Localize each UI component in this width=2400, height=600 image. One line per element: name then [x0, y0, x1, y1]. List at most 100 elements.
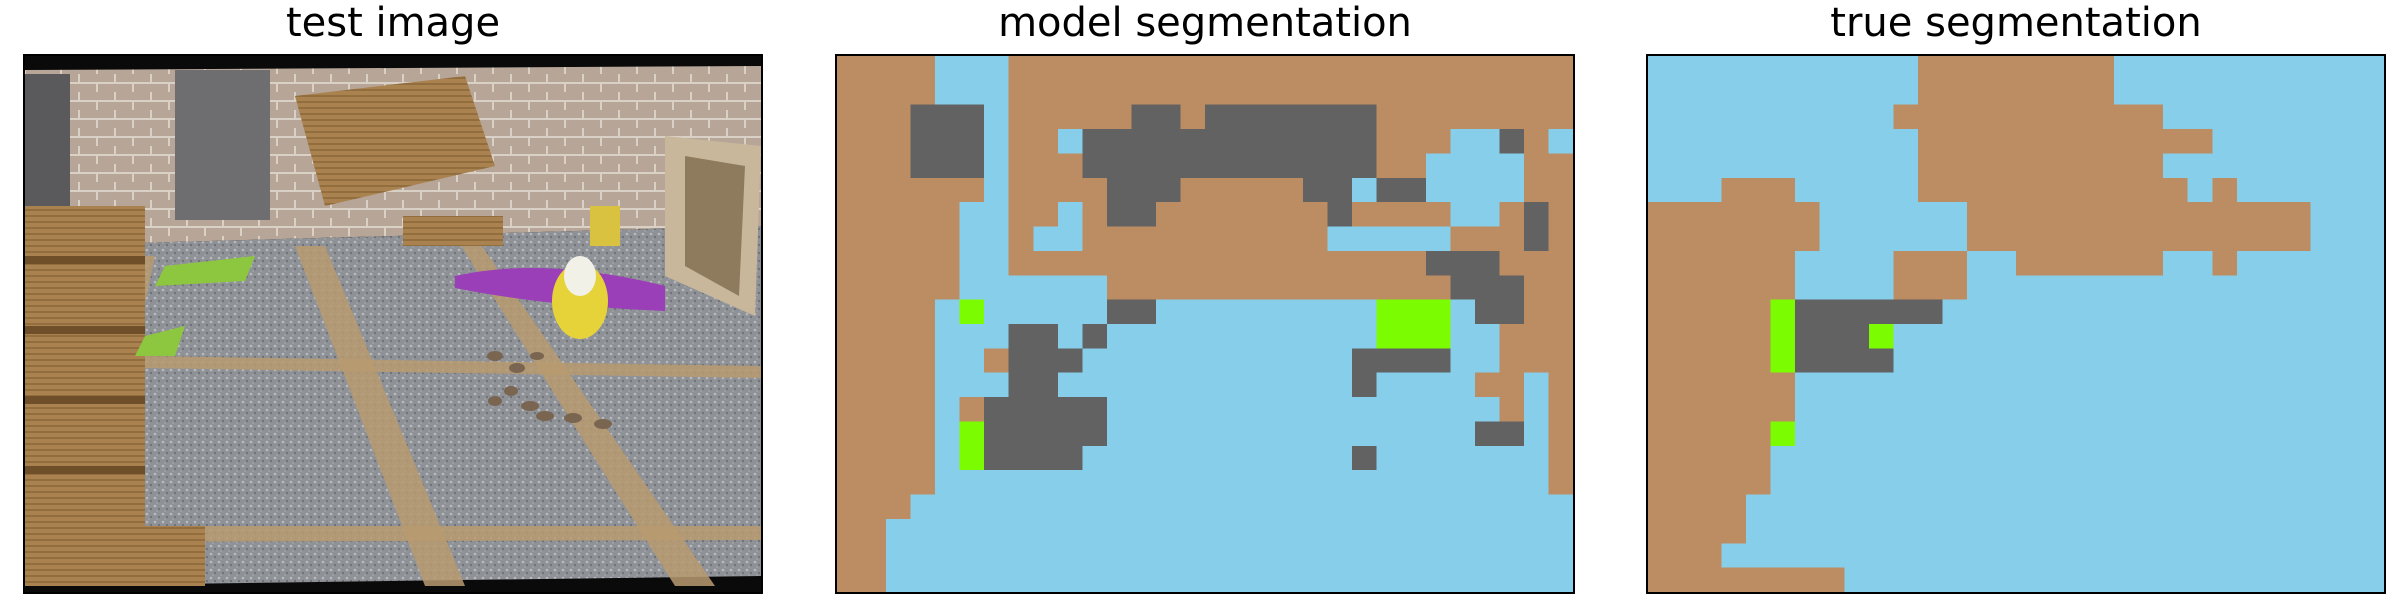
heatmap-cell	[1474, 397, 1500, 423]
heatmap-cell	[1450, 324, 1476, 349]
heatmap-cell	[935, 226, 961, 252]
heatmap-cell	[1057, 348, 1083, 374]
heatmap-cell	[2065, 421, 2091, 447]
heatmap-cell	[1450, 104, 1476, 130]
rocks	[487, 351, 612, 429]
heatmap-cell	[2261, 372, 2287, 398]
heatmap-cell	[1746, 275, 1772, 301]
heatmap-cell	[1893, 153, 1919, 179]
heatmap-cell	[2163, 226, 2189, 252]
heatmap-cell	[1942, 80, 1968, 106]
heatmap-cell	[2310, 470, 2336, 496]
heatmap-cell	[2163, 129, 2189, 155]
heatmap-cell	[2016, 104, 2042, 130]
heatmap-cell	[1721, 567, 1747, 592]
heatmap-cell	[2187, 80, 2213, 106]
heatmap-cell	[1033, 80, 1059, 106]
heatmap-cell	[910, 543, 936, 569]
heatmap-cell	[2163, 470, 2189, 496]
heatmap-cell	[2163, 372, 2189, 398]
heatmap-cell	[1106, 543, 1132, 569]
heatmap-cell	[910, 397, 936, 423]
heatmap-cell	[1844, 421, 1870, 447]
heatmap-cell	[1450, 250, 1476, 276]
heatmap-cell	[1155, 202, 1182, 228]
heatmap-cell	[1942, 543, 1968, 569]
heatmap-cell	[1205, 80, 1231, 106]
heatmap-cell	[861, 250, 887, 276]
heatmap-cell	[861, 324, 887, 349]
heatmap-cell	[2138, 177, 2164, 203]
heatmap-cell	[2359, 299, 2384, 325]
heatmap-cell	[1499, 421, 1525, 447]
heatmap-cell	[1770, 567, 1796, 592]
heatmap-cell	[2236, 226, 2262, 252]
heatmap-cell	[1819, 56, 1845, 81]
heatmap-cell	[1082, 445, 1108, 471]
heatmap-cell	[910, 202, 936, 228]
heatmap-cell	[1942, 275, 1968, 301]
heatmap-cell	[1401, 80, 1427, 106]
heatmap-cell	[1474, 372, 1500, 398]
heatmap-cell	[2285, 250, 2311, 276]
heatmap-cell	[1033, 250, 1059, 276]
heatmap-cell	[1499, 397, 1525, 423]
heatmap-cell	[1795, 543, 1821, 569]
heatmap-cell	[2334, 104, 2361, 130]
heatmap-cell	[1205, 567, 1231, 592]
heatmap-cell	[2310, 421, 2336, 447]
heatmap-cell	[2212, 372, 2238, 398]
heatmap-cell	[2359, 397, 2384, 423]
heatmap-cell	[2261, 56, 2287, 81]
heatmap-cell	[1648, 567, 1674, 592]
heatmap-cell	[2359, 567, 2384, 592]
heatmap-cell	[935, 445, 961, 471]
heatmap-cell	[984, 348, 1010, 374]
heatmap-cell	[886, 348, 912, 374]
heatmap-cell	[2089, 202, 2115, 228]
heatmap-cell	[1746, 421, 1772, 447]
heatmap-cell	[1697, 56, 1723, 81]
heatmap-cell	[1648, 153, 1674, 179]
heatmap-cell	[1523, 445, 1550, 471]
heatmap-cell	[1474, 299, 1500, 325]
heatmap-cell	[984, 299, 1010, 325]
heatmap-cell	[2212, 421, 2238, 447]
model-segmentation-panel	[835, 54, 1575, 594]
heatmap-cell	[1868, 421, 1894, 447]
heatmap-cell	[1648, 56, 1674, 81]
heatmap-cell	[2089, 348, 2115, 374]
heatmap-cell	[1844, 348, 1870, 374]
heatmap-cell	[1131, 348, 1157, 374]
heatmap-cell	[1991, 518, 2017, 544]
heatmap-cell	[2285, 470, 2311, 496]
heatmap-cell	[1033, 324, 1059, 349]
heatmap-cell	[1254, 299, 1280, 325]
heatmap-cell	[2285, 567, 2311, 592]
heatmap-cell	[1893, 372, 1919, 398]
heatmap-cell	[1352, 567, 1378, 592]
heatmap-cell	[1548, 494, 1573, 520]
heatmap-cell	[1697, 445, 1723, 471]
heatmap-cell	[1229, 470, 1255, 496]
heatmap-cell	[1401, 202, 1427, 228]
heatmap-cell	[1770, 153, 1796, 179]
heatmap-cell	[2310, 226, 2336, 252]
heatmap-cell	[1819, 129, 1845, 155]
heatmap-cell	[1672, 324, 1698, 349]
heatmap-cell	[2114, 202, 2140, 228]
heatmap-cell	[1254, 250, 1280, 276]
heatmap-cell	[886, 104, 912, 130]
heatmap-cell	[1450, 226, 1476, 252]
heatmap-cell	[1548, 202, 1573, 228]
heatmap-cell	[1523, 299, 1550, 325]
heatmap-cell	[1721, 543, 1747, 569]
heatmap-cell	[2310, 129, 2336, 155]
heatmap-cell	[2163, 202, 2189, 228]
heatmap-cell	[1746, 177, 1772, 203]
heatmap-cell	[2016, 567, 2042, 592]
heatmap-cell	[1721, 129, 1747, 155]
heatmap-cell	[1229, 250, 1255, 276]
heatmap-cell	[837, 299, 863, 325]
heatmap-cell	[2310, 80, 2336, 106]
